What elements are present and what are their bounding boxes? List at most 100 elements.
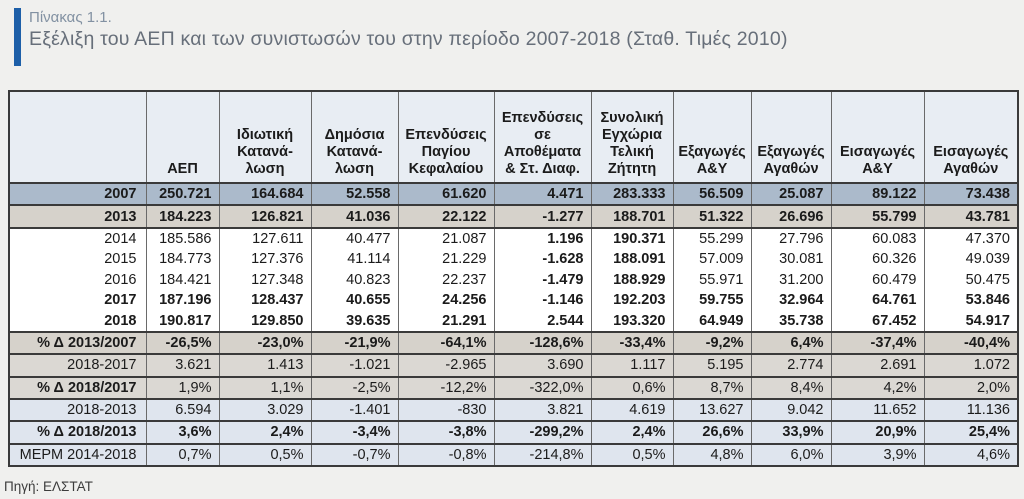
data-cell: 21.229 [397, 249, 494, 270]
data-cell: -9,2% [672, 330, 751, 356]
data-cell: 185.586 [145, 227, 219, 250]
table-number-label: Πίνακας 1.1. [29, 9, 112, 26]
data-cell: 32.964 [750, 289, 831, 311]
data-cell: 55.971 [672, 269, 751, 290]
data-cell: 60.083 [830, 227, 924, 250]
table-row: % Δ 2013/2007 -26,5% -23,0% -21,9% -64,1% -12… [8, 330, 1018, 356]
row-label: 2018 [8, 310, 146, 332]
data-cell: 0,5% [218, 442, 311, 468]
row-label: ΜΕΡΜ 2014-2018 [8, 442, 146, 468]
data-cell: 283.333 [590, 181, 673, 207]
table-row: % Δ 2018/2017 1,9% 1,1% -2,5% -12,2% -322,0% 0… [8, 375, 1018, 400]
data-cell: -322,0% [493, 375, 591, 400]
row-label: 2013 [8, 204, 146, 229]
data-cell: 11.136 [923, 397, 1018, 423]
data-cell: -0,7% [310, 442, 398, 468]
row-label: 2015 [8, 249, 146, 270]
data-cell: -2.965 [397, 353, 494, 378]
page-title: Εξέλιξη του ΑΕΠ και των συνιστωσών του σ… [29, 28, 788, 50]
data-cell: 89.122 [830, 181, 924, 207]
data-cell: 4,6% [923, 442, 1018, 468]
data-cell: 56.509 [672, 181, 751, 207]
data-cell: -1.401 [310, 397, 398, 423]
data-cell: 6,4% [750, 330, 831, 356]
data-cell: 59.755 [672, 289, 751, 311]
row-label: 2017 [8, 289, 146, 311]
data-cell: 164.684 [218, 181, 311, 207]
data-cell: 73.438 [923, 181, 1018, 207]
data-cell: 0,6% [590, 375, 673, 400]
data-cell: -23,0% [218, 330, 311, 356]
data-cell: -12,2% [397, 375, 494, 400]
data-cell: 193.320 [590, 310, 673, 332]
data-cell: 26,6% [672, 420, 751, 445]
data-cell: 2.691 [830, 353, 924, 378]
data-cell: 4.619 [590, 397, 673, 423]
data-cell: -1.479 [493, 269, 591, 290]
data-cell: 127.348 [218, 269, 311, 290]
data-cell: 47.370 [923, 227, 1018, 250]
data-cell: 3.621 [145, 353, 219, 378]
table-row: 2016 184.421 127.348 40.823 22.237 -1.479 188.… [8, 269, 1018, 290]
data-cell: 30.081 [750, 249, 831, 270]
data-cell: 50.475 [923, 269, 1018, 290]
data-cell: 21.291 [397, 310, 494, 332]
data-cell: 52.558 [310, 181, 398, 207]
data-cell: 40.823 [310, 269, 398, 290]
data-cell: 2,4% [218, 420, 311, 445]
data-cell: 40.655 [310, 289, 398, 311]
data-cell: 129.850 [218, 310, 311, 332]
column-header: Επενδύσεις Παγίου Κεφαλαίου [397, 91, 494, 184]
data-cell: 26.696 [750, 204, 831, 229]
data-cell: 41.114 [310, 249, 398, 270]
data-cell: 54.917 [923, 310, 1018, 332]
row-label: 2014 [8, 227, 146, 250]
table-row: 2018-2017 3.621 1.413 -1.021 -2.965 3.690 1.11… [8, 353, 1018, 378]
data-cell: 41.036 [310, 204, 398, 229]
row-label: 2007 [8, 181, 146, 207]
data-cell: 126.821 [218, 204, 311, 229]
data-cell: 1.413 [218, 353, 311, 378]
data-cell: 190.817 [145, 310, 219, 332]
data-cell: 3.029 [218, 397, 311, 423]
data-cell: 1,9% [145, 375, 219, 400]
source-note: Πηγή: ΕΛΣΤΑΤ [4, 479, 93, 494]
data-cell: 190.371 [590, 227, 673, 250]
data-cell: 61.620 [397, 181, 494, 207]
data-cell: 3,6% [145, 420, 219, 445]
data-cell: 22.122 [397, 204, 494, 229]
data-cell: 1.117 [590, 353, 673, 378]
data-cell: 24.256 [397, 289, 494, 311]
data-cell: -64,1% [397, 330, 494, 356]
data-cell: 8,7% [672, 375, 751, 400]
data-cell: 25,4% [923, 420, 1018, 445]
data-cell: 2.544 [493, 310, 591, 332]
table-row: 2013 184.223 126.821 41.036 22.122 -1.277 188.… [8, 204, 1018, 229]
data-cell: 8,4% [750, 375, 831, 400]
data-cell: 4,8% [672, 442, 751, 468]
data-cell: -21,9% [310, 330, 398, 356]
data-cell: 0,7% [145, 442, 219, 468]
data-cell: 53.846 [923, 289, 1018, 311]
data-cell: 13.627 [672, 397, 751, 423]
title-accent-bar [14, 8, 21, 66]
data-cell: 127.611 [218, 227, 311, 250]
data-cell: 1.196 [493, 227, 591, 250]
data-cell: 192.203 [590, 289, 673, 311]
data-cell: 6,0% [750, 442, 831, 468]
data-cell: 4.471 [493, 181, 591, 207]
data-cell: 184.773 [145, 249, 219, 270]
table-row: 2018-2013 6.594 3.029 -1.401 -830 3.821 4.619 1… [8, 397, 1018, 423]
data-cell: 128.437 [218, 289, 311, 311]
row-label: % Δ 2013/2007 [8, 330, 146, 356]
data-cell: 31.200 [750, 269, 831, 290]
column-header: Εισαγωγές Α&Υ [830, 91, 924, 184]
gdp-components-table: ΑΕΠ Ιδιωτική Κατανά- λωση Δημόσια Κατανά- … [8, 90, 1019, 468]
data-cell: -1.628 [493, 249, 591, 270]
row-label: % Δ 2018/2017 [8, 375, 146, 400]
data-cell: -3,8% [397, 420, 494, 445]
data-cell: 4,2% [830, 375, 924, 400]
column-header: Συνολική Εγχώρια Τελική Ζήτητη [590, 91, 673, 184]
data-cell: 2,4% [590, 420, 673, 445]
data-cell: 55.299 [672, 227, 751, 250]
